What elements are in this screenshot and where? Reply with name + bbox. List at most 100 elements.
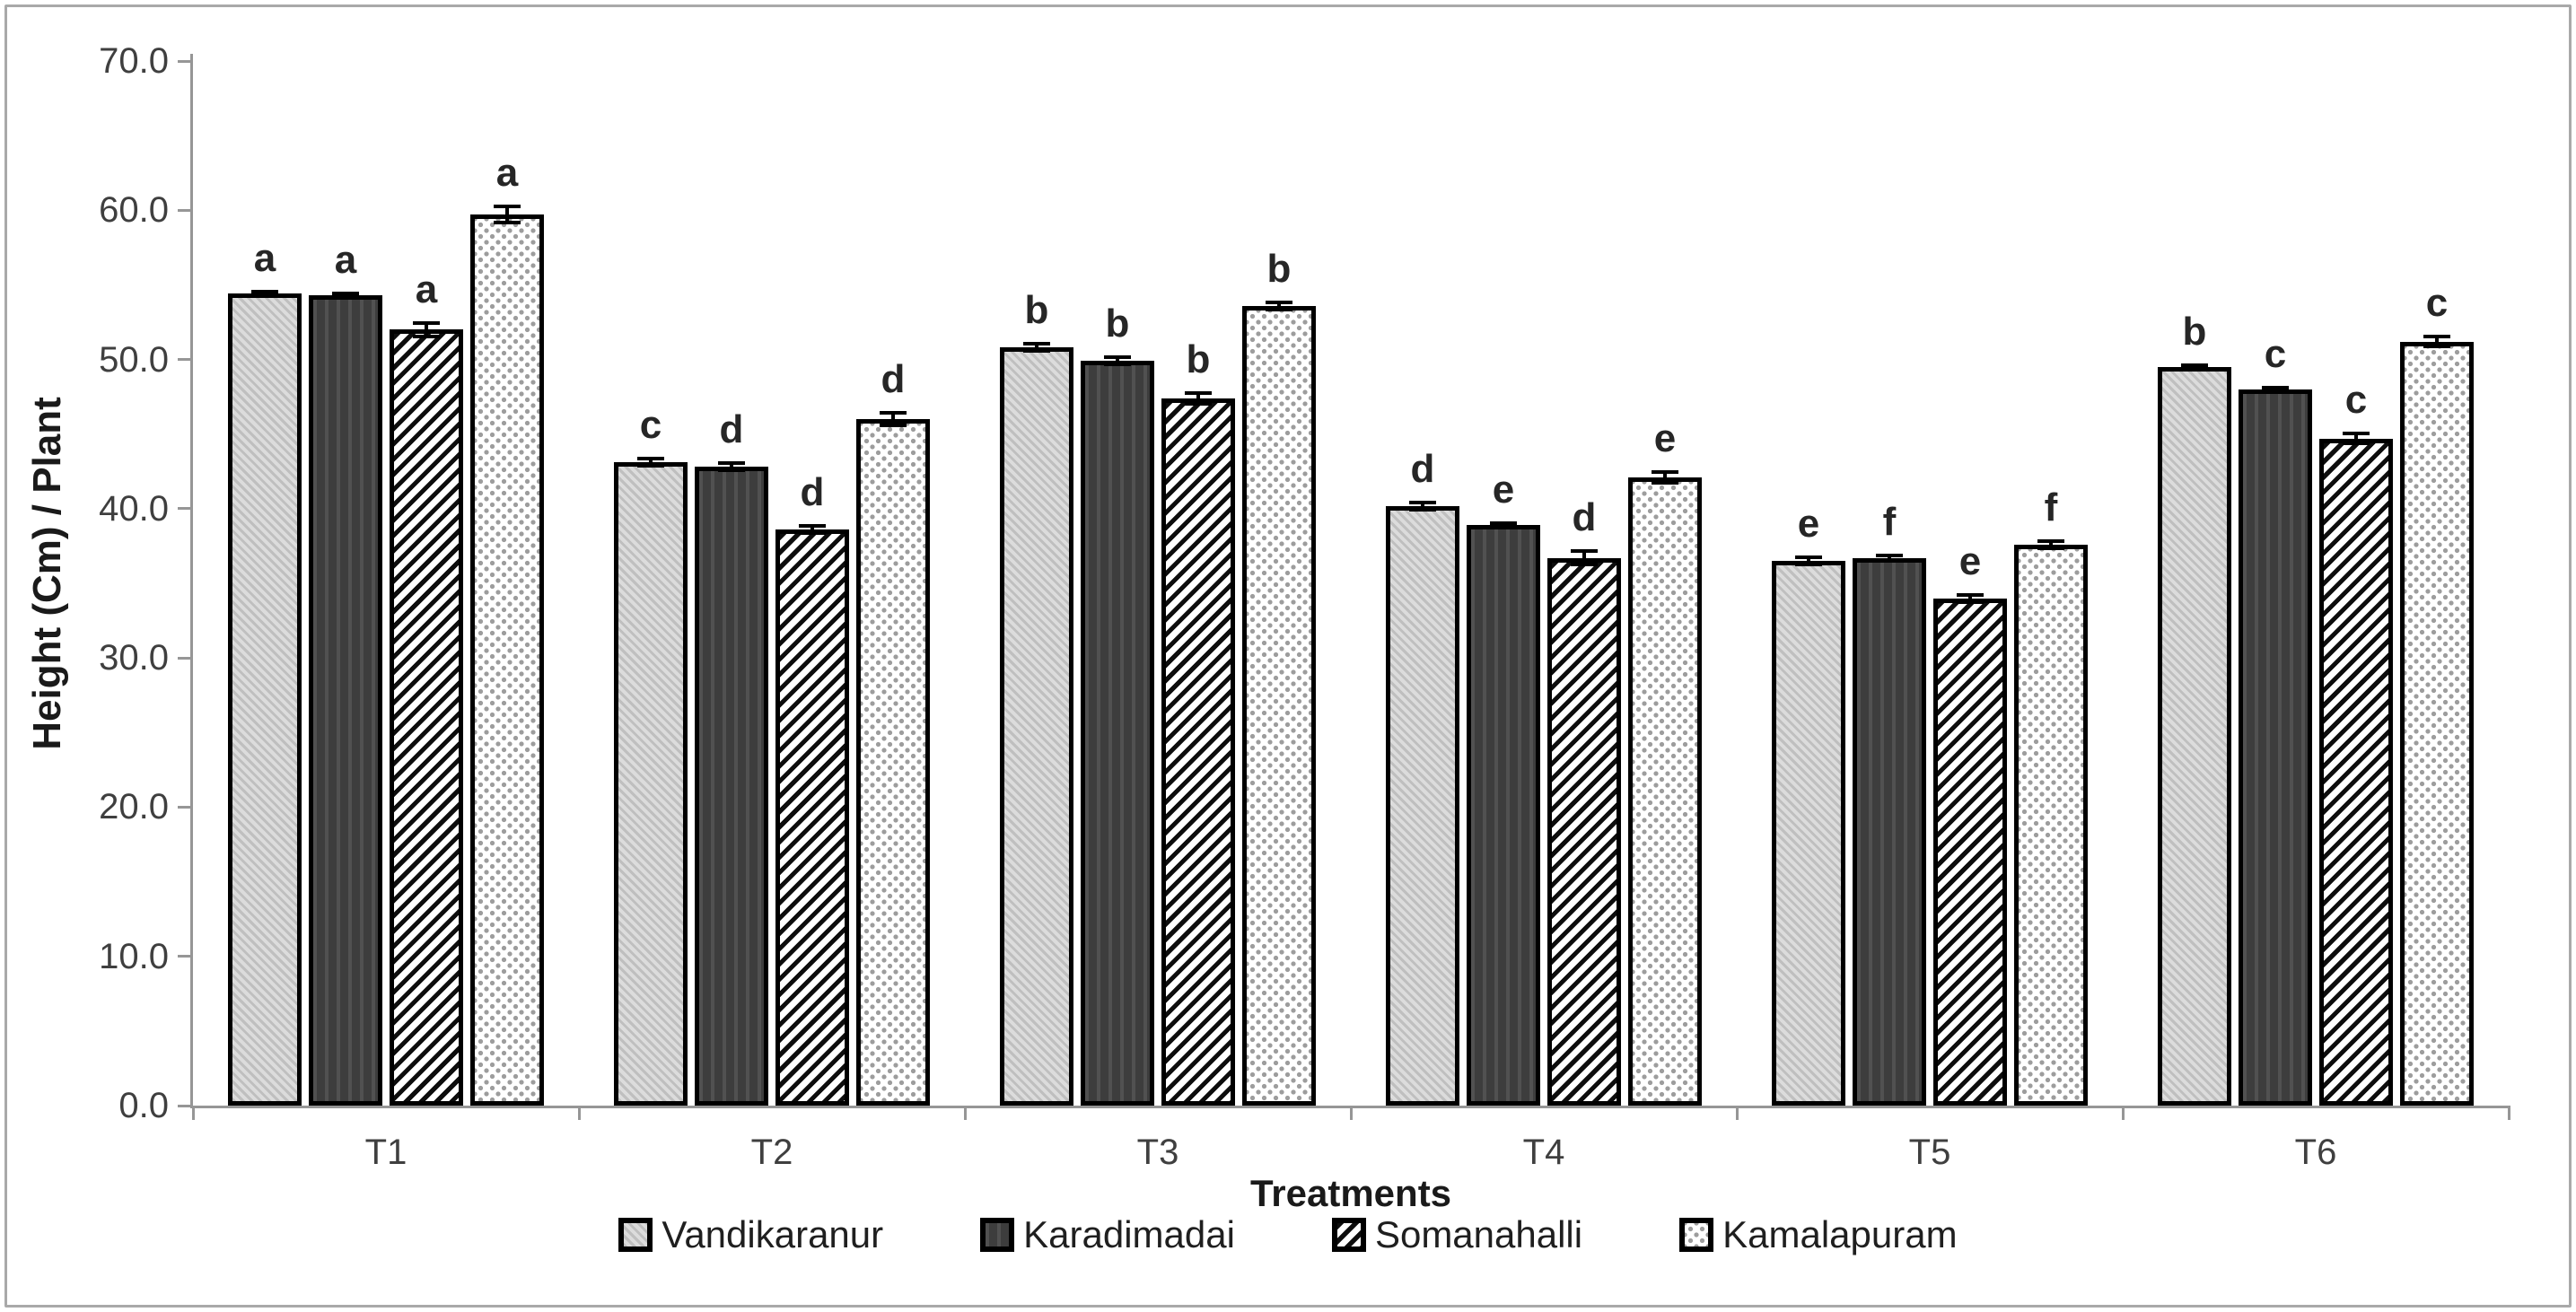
error-bar-top-cap [1185, 391, 1212, 396]
category-label-T3: T3 [1136, 1133, 1179, 1172]
sig-letter-Kamalapuram-T1: a [495, 151, 519, 196]
legend-item-Vandikaranur: Vandikaranur [618, 1213, 883, 1256]
error-bar-bottom-cap [1571, 563, 1598, 566]
sig-letter-Vandikaranur-T4: d [1410, 446, 1435, 491]
category-label-T6: T6 [2294, 1133, 2337, 1172]
error-bar-bottom-cap [637, 464, 664, 468]
error-bar-bottom-cap [1023, 349, 1050, 354]
category-label-T2: T2 [750, 1133, 793, 1172]
error-bar-bottom-cap [251, 293, 278, 298]
error-bar [649, 458, 653, 468]
y-tick-label: 10.0 [99, 936, 169, 976]
bar-Vandikaranur-T3 [1000, 347, 1073, 1106]
y-tick-label: 30.0 [99, 638, 169, 678]
error-bar [1807, 556, 1810, 565]
y-tick-mark [178, 208, 191, 212]
error-bar-top-cap [1409, 500, 1436, 504]
sig-letter-Vandikaranur-T5: e [1797, 502, 1820, 547]
y-tick-label: 70.0 [99, 41, 169, 81]
sig-letter-Vandikaranur-T2: c [639, 403, 662, 448]
error-bar-bottom-cap [494, 221, 521, 225]
legend-item-Kamalapuram: Kamalapuram [1679, 1213, 1958, 1256]
error-bar [2193, 363, 2196, 371]
bar-Vandikaranur-T4 [1386, 505, 1459, 1106]
y-tick-mark [178, 955, 191, 958]
error-bar-bottom-cap [332, 295, 359, 300]
error-bar [1582, 550, 1586, 565]
error-bar-top-cap [637, 457, 664, 461]
error-bar [1035, 343, 1038, 353]
error-bar [425, 322, 428, 337]
bar-Kamalapuram-T3 [1242, 305, 1316, 1106]
error-bar [2354, 433, 2358, 445]
bar-group-T5: e f e f [1737, 61, 2123, 1106]
error-bar [344, 292, 347, 299]
category-label-T1: T1 [364, 1133, 407, 1172]
error-bar-top-cap [2037, 538, 2064, 543]
error-bar [891, 411, 895, 427]
y-axis-title: Height (Cm) / Plant [25, 397, 69, 750]
sig-letter-Kamalapuram-T3: b [1266, 246, 1292, 291]
sig-letter-Somanahalli-T6: c [2344, 378, 2368, 423]
figure-border [4, 4, 2572, 1308]
error-bar-top-cap [251, 290, 278, 294]
y-tick-label: 60.0 [99, 190, 169, 231]
y-tick-mark [178, 59, 191, 63]
y-axis-line [190, 54, 193, 1108]
error-bar-top-cap [1490, 520, 1517, 525]
bar-Somanahalli-T1 [390, 329, 463, 1106]
error-bar [1502, 521, 1505, 529]
y-tick-mark [178, 358, 191, 362]
error-bar-bottom-cap [2423, 345, 2450, 349]
y-tick-label: 50.0 [99, 339, 169, 380]
sig-letter-Somanahalli-T4: d [1572, 495, 1597, 540]
sig-letter-Karadimadai-T3: b [1105, 302, 1130, 346]
x-tick-mark [2122, 1106, 2125, 1120]
error-bar [1116, 356, 1119, 366]
error-bar [1968, 593, 1972, 603]
error-bar-bottom-cap [1490, 525, 1517, 529]
bar-Kamalapuram-T5 [2014, 544, 2088, 1106]
error-bar-top-cap [1876, 554, 1903, 558]
error-bar-top-cap [1795, 555, 1822, 560]
sig-letter-Vandikaranur-T3: b [1024, 288, 1049, 333]
bar-Somanahalli-T6 [2319, 438, 2393, 1106]
error-bar-top-cap [2343, 432, 2370, 436]
error-bar-bottom-cap [2343, 442, 2370, 446]
error-bar [1888, 555, 1891, 562]
bar-Karadimadai-T2 [695, 467, 768, 1106]
sig-letter-Somanahalli-T2: d [800, 470, 825, 515]
category-label-T5: T5 [1908, 1133, 1951, 1172]
x-tick-mark [2508, 1106, 2510, 1120]
error-bar-top-cap [1104, 355, 1131, 360]
x-tick-mark [192, 1106, 195, 1120]
bar-Somanahalli-T2 [775, 529, 849, 1106]
sig-letter-Karadimadai-T6: c [2264, 331, 2287, 376]
bar-group-T4: d e d e [1351, 61, 1737, 1106]
error-bar-bottom-cap [1266, 307, 1292, 311]
bar-Somanahalli-T3 [1161, 398, 1235, 1106]
error-bar [1663, 471, 1667, 484]
bar-Karadimadai-T3 [1081, 361, 1154, 1106]
legend-label: Somanahalli [1374, 1213, 1583, 1255]
sig-letter-Somanahalli-T5: e [1958, 538, 1982, 583]
y-tick-mark [178, 656, 191, 660]
bar-Karadimadai-T4 [1467, 525, 1540, 1106]
error-bar-bottom-cap [1185, 401, 1212, 406]
bar-Kamalapuram-T1 [470, 214, 544, 1106]
bar-group-T1: a a a a [193, 61, 579, 1106]
bar-Karadimadai-T6 [2239, 389, 2312, 1106]
bar-Kamalapuram-T6 [2400, 341, 2474, 1106]
legend-item-Karadimadai: Karadimadai [980, 1213, 1235, 1256]
sig-letter-Somanahalli-T3: b [1186, 337, 1211, 382]
error-bar-top-cap [2423, 335, 2450, 338]
bar-Vandikaranur-T1 [228, 293, 302, 1106]
error-bar-top-cap [332, 291, 359, 295]
error-bar-bottom-cap [1652, 480, 1678, 485]
legend-swatch-light-gray-fine-diagonal-hatch [618, 1218, 653, 1252]
error-bar-top-cap [718, 461, 745, 466]
error-bar-bottom-cap [718, 468, 745, 473]
sig-letter-Karadimadai-T4: e [1492, 467, 1515, 512]
bar-group-T3: b b b b [965, 61, 1351, 1106]
legend-swatch-white-bold-diagonal-stripes [1331, 1218, 1366, 1252]
